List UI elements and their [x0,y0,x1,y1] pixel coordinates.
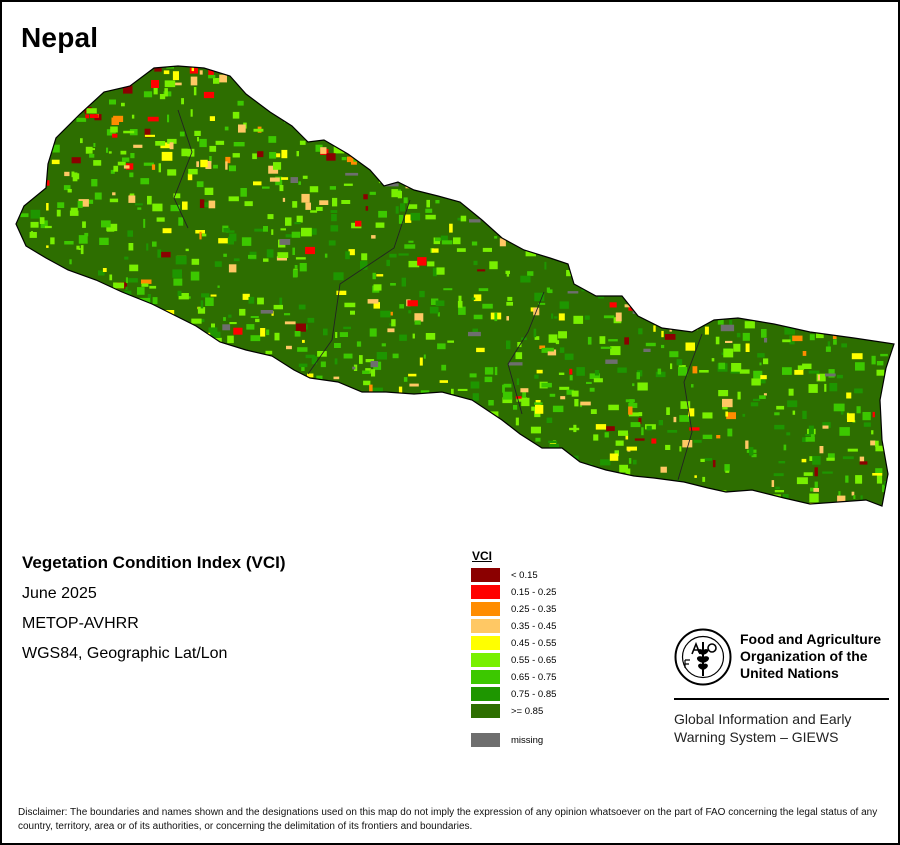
legend-item-missing: missing [471,733,543,747]
legend-item: 0.65 - 0.75 [471,670,556,684]
legend-item: 0.15 - 0.25 [471,585,556,599]
organization-name-line: United Nations [740,665,839,681]
giews-system-name: Global Information and Early Warning Sys… [674,710,851,746]
legend-swatch-missing [471,733,500,747]
legend-item: 0.55 - 0.65 [471,653,556,667]
legend-label: 0.45 - 0.55 [511,637,557,649]
legend-label-missing: missing [511,734,544,746]
legend-swatch [471,602,500,616]
legend-item: 0.45 - 0.55 [471,636,556,650]
legend-label: 0.75 - 0.85 [511,688,557,700]
legend-swatch [471,568,500,582]
country-title: Nepal [21,22,99,53]
legend-item: 0.25 - 0.35 [471,602,556,616]
index-title: Vegetation Condition Index (VCI) [22,553,286,572]
legend-swatch [471,670,500,684]
legend-label: 0.15 - 0.25 [511,586,557,598]
map-projection: WGS84, Geographic Lat/Lon [22,645,228,662]
legend-swatch [471,636,500,650]
organization-name-line: Organization of the [740,648,868,664]
legend-swatch [471,585,500,599]
legend-item: 0.35 - 0.45 [471,619,556,633]
fao-logo-icon [674,628,732,686]
organization-name-line: Food and Agriculture [740,631,882,647]
legend-swatch [471,687,500,701]
legend-swatch [471,619,500,633]
legend-item: 0.75 - 0.85 [471,687,556,701]
legend-label: 0.25 - 0.35 [511,603,557,615]
giews-line: Global Information and Early [674,711,852,727]
map-date: June 2025 [22,585,97,602]
legend-swatch [471,653,500,667]
legend-swatch [471,704,500,718]
map-sensor: METOP-AVHRR [22,615,139,632]
legend-item: < 0.15 [471,568,538,582]
organization-divider [674,698,889,700]
legend-label: 0.35 - 0.45 [511,620,557,632]
disclaimer: Disclaimer: The boundaries and names sho… [18,807,878,832]
legend-label: 0.65 - 0.75 [511,671,557,683]
organization-name: Food and Agriculture Organization of the… [740,631,881,682]
giews-line: Warning System – GIEWS [674,729,839,745]
vci-map [15,65,895,507]
legend-label: 0.55 - 0.65 [511,654,557,666]
legend-label: >= 0.85 [511,705,544,717]
legend-title: VCI [472,549,493,563]
legend-item: >= 0.85 [471,704,543,718]
legend-label: < 0.15 [511,569,538,581]
